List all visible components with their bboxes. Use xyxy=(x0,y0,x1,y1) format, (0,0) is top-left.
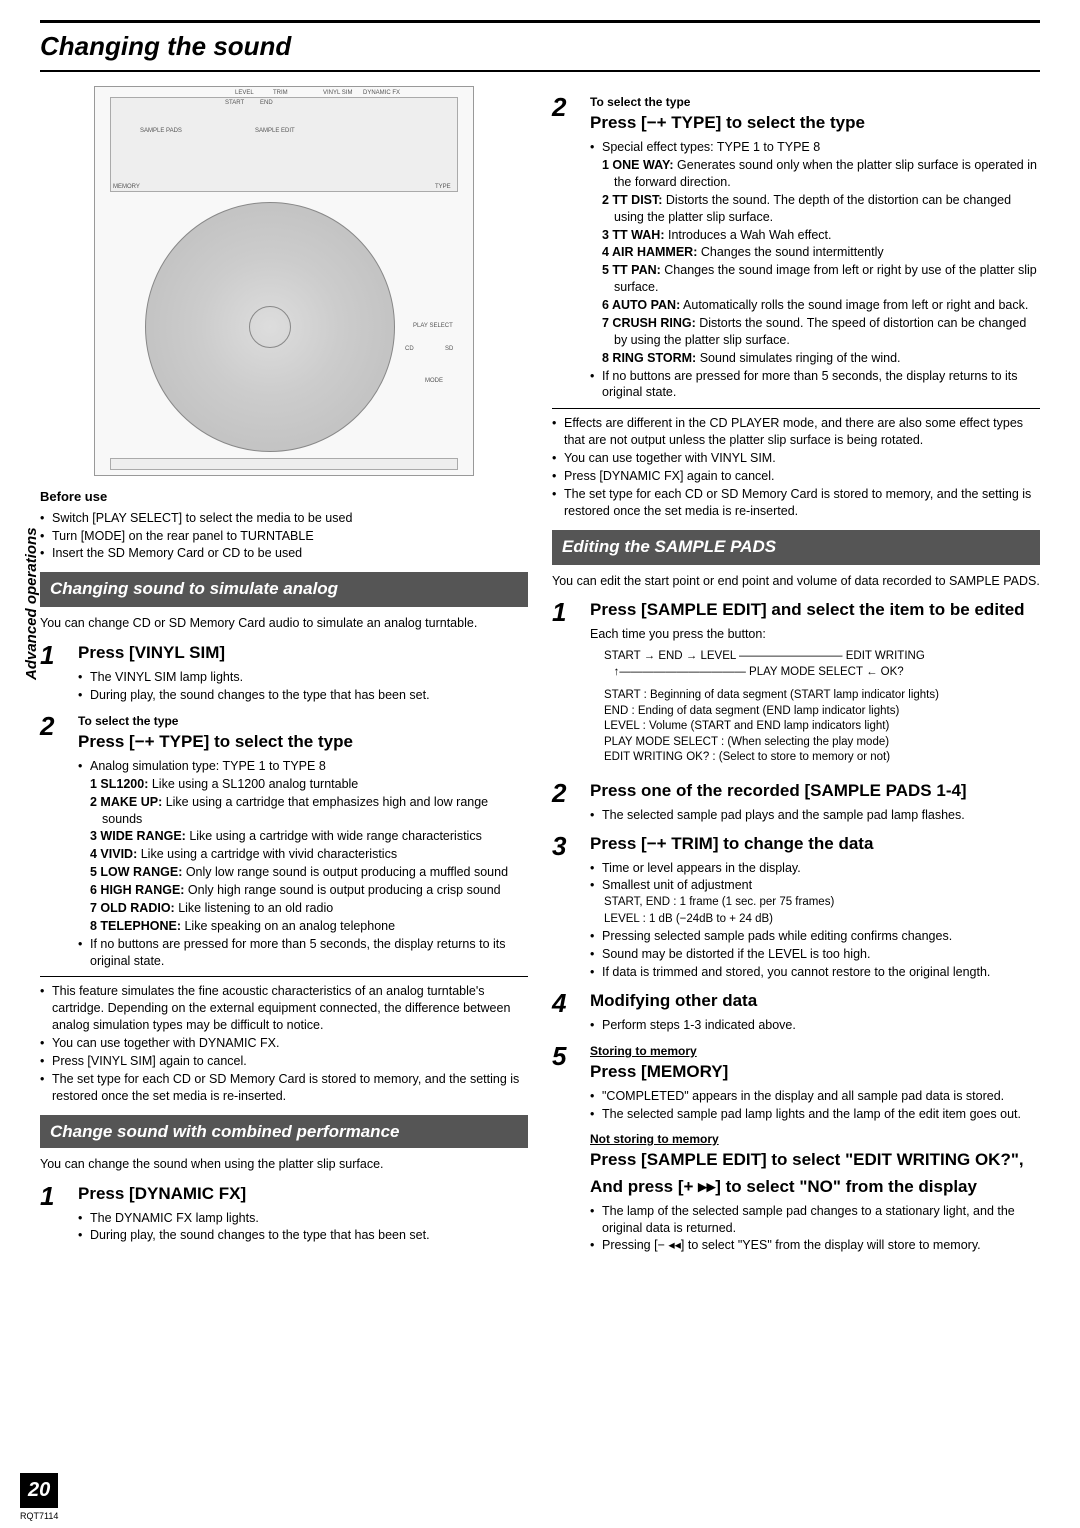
type-item: 5 TT PAN: Changes the sound image from l… xyxy=(602,262,1040,296)
step-bullet: The selected sample pad lamp lights and … xyxy=(590,1106,1040,1123)
before-use-heading: Before use xyxy=(40,488,528,506)
type-lead: Analog simulation type: TYPE 1 to TYPE 8 xyxy=(78,758,528,775)
turntable-diagram: LEVEL TRIM VINYL SIM DYNAMIC FX START EN… xyxy=(94,86,474,476)
section-sample-pads: Editing the SAMPLE PADS xyxy=(552,530,1040,565)
step-tail: If no buttons are pressed for more than … xyxy=(590,368,1040,402)
step-number: 1 xyxy=(40,642,68,668)
type-lead: Special effect types: TYPE 1 to TYPE 8 xyxy=(590,139,1040,156)
step-bullet: Pressing selected sample pads while edit… xyxy=(590,928,1040,945)
type-item: 4 AIR HAMMER: Changes the sound intermit… xyxy=(602,244,1040,261)
type-item: 5 LOW RANGE: Only low range sound is out… xyxy=(90,864,528,881)
left-column: LEVEL TRIM VINYL SIM DYNAMIC FX START EN… xyxy=(40,86,528,1261)
step-sublabel: To select the type xyxy=(78,713,528,729)
before-use-list: Switch [PLAY SELECT] to select the media… xyxy=(40,510,528,563)
sample-intro: You can edit the start point or end poin… xyxy=(552,573,1040,590)
step-title: And press [+ ▸▸] to select "NO" from the… xyxy=(590,1176,1040,1199)
analog-intro: You can change CD or SD Memory Card audi… xyxy=(40,615,528,632)
step-bullet: Pressing [− ◂◂] to select "YES" from the… xyxy=(590,1237,1040,1254)
step-title: Press [SAMPLE EDIT] to select "EDIT WRIT… xyxy=(590,1149,1040,1172)
step-title: Modifying other data xyxy=(590,990,1040,1013)
step-number: 3 xyxy=(552,833,580,859)
before-use-item: Switch [PLAY SELECT] to select the media… xyxy=(40,510,528,527)
before-use-item: Insert the SD Memory Card or CD to be us… xyxy=(40,545,528,562)
step-bullet: The selected sample pad plays and the sa… xyxy=(590,807,1040,824)
note-item: This feature simulates the fine acoustic… xyxy=(40,983,528,1034)
type-item: 8 RING STORM: Sound simulates ringing of… xyxy=(602,350,1040,367)
page-title: Changing the sound xyxy=(40,20,1040,72)
type-item: 3 TT WAH: Introduces a Wah Wah effect. xyxy=(602,227,1040,244)
step-number: 2 xyxy=(552,780,580,806)
type-item: 6 AUTO PAN: Automatically rolls the soun… xyxy=(602,297,1040,314)
step-number: 5 xyxy=(552,1043,580,1069)
flow-definitions: START : Beginning of data segment (START… xyxy=(590,688,1040,766)
step-bullet: Sound may be distorted if the LEVEL is t… xyxy=(590,946,1040,963)
step-bullet: The VINYL SIM lamp lights. xyxy=(78,669,528,686)
step-bullet: Time or level appears in the display. xyxy=(590,860,1040,877)
step-bullet: The DYNAMIC FX lamp lights. xyxy=(78,1210,528,1227)
section-combined: Change sound with combined performance xyxy=(40,1115,528,1148)
step-title: Press [−+ TYPE] to select the type xyxy=(590,112,1040,135)
note-item: The set type for each CD or SD Memory Ca… xyxy=(40,1071,528,1105)
type-item: 6 HIGH RANGE: Only high range sound is o… xyxy=(90,882,528,899)
flow-diagram: START → END → LEVEL ————————— EDIT WRITI… xyxy=(590,649,1040,680)
type-item: 7 OLD RADIO: Like listening to an old ra… xyxy=(90,900,528,917)
fx-notes: Effects are different in the CD PLAYER m… xyxy=(552,415,1040,519)
step-bullet: The lamp of the selected sample pad chan… xyxy=(590,1203,1040,1237)
note-item: You can use together with DYNAMIC FX. xyxy=(40,1035,528,1052)
type-item: 1 SL1200: Like using a SL1200 analog tur… xyxy=(90,776,528,793)
doc-code: RQT7114 xyxy=(20,1510,58,1522)
step-title: Press [VINYL SIM] xyxy=(78,642,528,665)
page-number: 20 xyxy=(20,1473,58,1508)
step-title: Press [SAMPLE EDIT] and select the item … xyxy=(590,599,1040,622)
note-item: The set type for each CD or SD Memory Ca… xyxy=(552,486,1040,520)
step-tail: If no buttons are pressed for more than … xyxy=(78,936,528,970)
note-item: Effects are different in the CD PLAYER m… xyxy=(552,415,1040,449)
step-title: Press one of the recorded [SAMPLE PADS 1… xyxy=(590,780,1040,803)
type-item: 2 MAKE UP: Like using a cartridge that e… xyxy=(90,794,528,828)
step-number: 1 xyxy=(40,1183,68,1209)
step-bullet: Perform steps 1-3 indicated above. xyxy=(590,1017,1040,1034)
sidebar-label: Advanced operations xyxy=(22,527,42,680)
step-number: 4 xyxy=(552,990,580,1016)
type-item: 7 CRUSH RING: Distorts the sound. The sp… xyxy=(602,315,1040,349)
step-title: Press [MEMORY] xyxy=(590,1061,1040,1084)
combined-intro: You can change the sound when using the … xyxy=(40,1156,528,1173)
type-item: 1 ONE WAY: Generates sound only when the… xyxy=(602,157,1040,191)
note-item: Press [DYNAMIC FX] again to cancel. xyxy=(552,468,1040,485)
section-analog: Changing sound to simulate analog xyxy=(40,572,528,607)
step-title: Press [−+ TYPE] to select the type xyxy=(78,731,528,754)
step-number: 2 xyxy=(40,713,68,739)
step-bullet: During play, the sound changes to the ty… xyxy=(78,687,528,704)
step-bullet: During play, the sound changes to the ty… xyxy=(78,1227,528,1244)
step-bullet: Smallest unit of adjustment xyxy=(590,877,1040,894)
note-item: You can use together with VINYL SIM. xyxy=(552,450,1040,467)
type-item: 4 VIVID: Like using a cartridge with viv… xyxy=(90,846,528,863)
type-item: 2 TT DIST: Distorts the sound. The depth… xyxy=(602,192,1040,226)
step-number: 2 xyxy=(552,94,580,120)
step-sublabel: Storing to memory xyxy=(590,1043,1040,1059)
step-bullet: If data is trimmed and stored, you canno… xyxy=(590,964,1040,981)
step-bullet: "COMPLETED" appears in the display and a… xyxy=(590,1088,1040,1105)
type-item: 8 TELEPHONE: Like speaking on an analog … xyxy=(90,918,528,935)
right-column: 2 To select the type Press [−+ TYPE] to … xyxy=(552,86,1040,1261)
step-number: 1 xyxy=(552,599,580,625)
step-title: Press [−+ TRIM] to change the data xyxy=(590,833,1040,856)
step-sub: Each time you press the button: xyxy=(590,626,1040,643)
note-item: Press [VINYL SIM] again to cancel. xyxy=(40,1053,528,1070)
step-sublabel: To select the type xyxy=(590,94,1040,110)
before-use-item: Turn [MODE] on the rear panel to TURNTAB… xyxy=(40,528,528,545)
analog-notes: This feature simulates the fine acoustic… xyxy=(40,983,528,1104)
type-item: 3 WIDE RANGE: Like using a cartridge wit… xyxy=(90,828,528,845)
step-title: Press [DYNAMIC FX] xyxy=(78,1183,528,1206)
step-sublabel: Not storing to memory xyxy=(590,1131,1040,1147)
